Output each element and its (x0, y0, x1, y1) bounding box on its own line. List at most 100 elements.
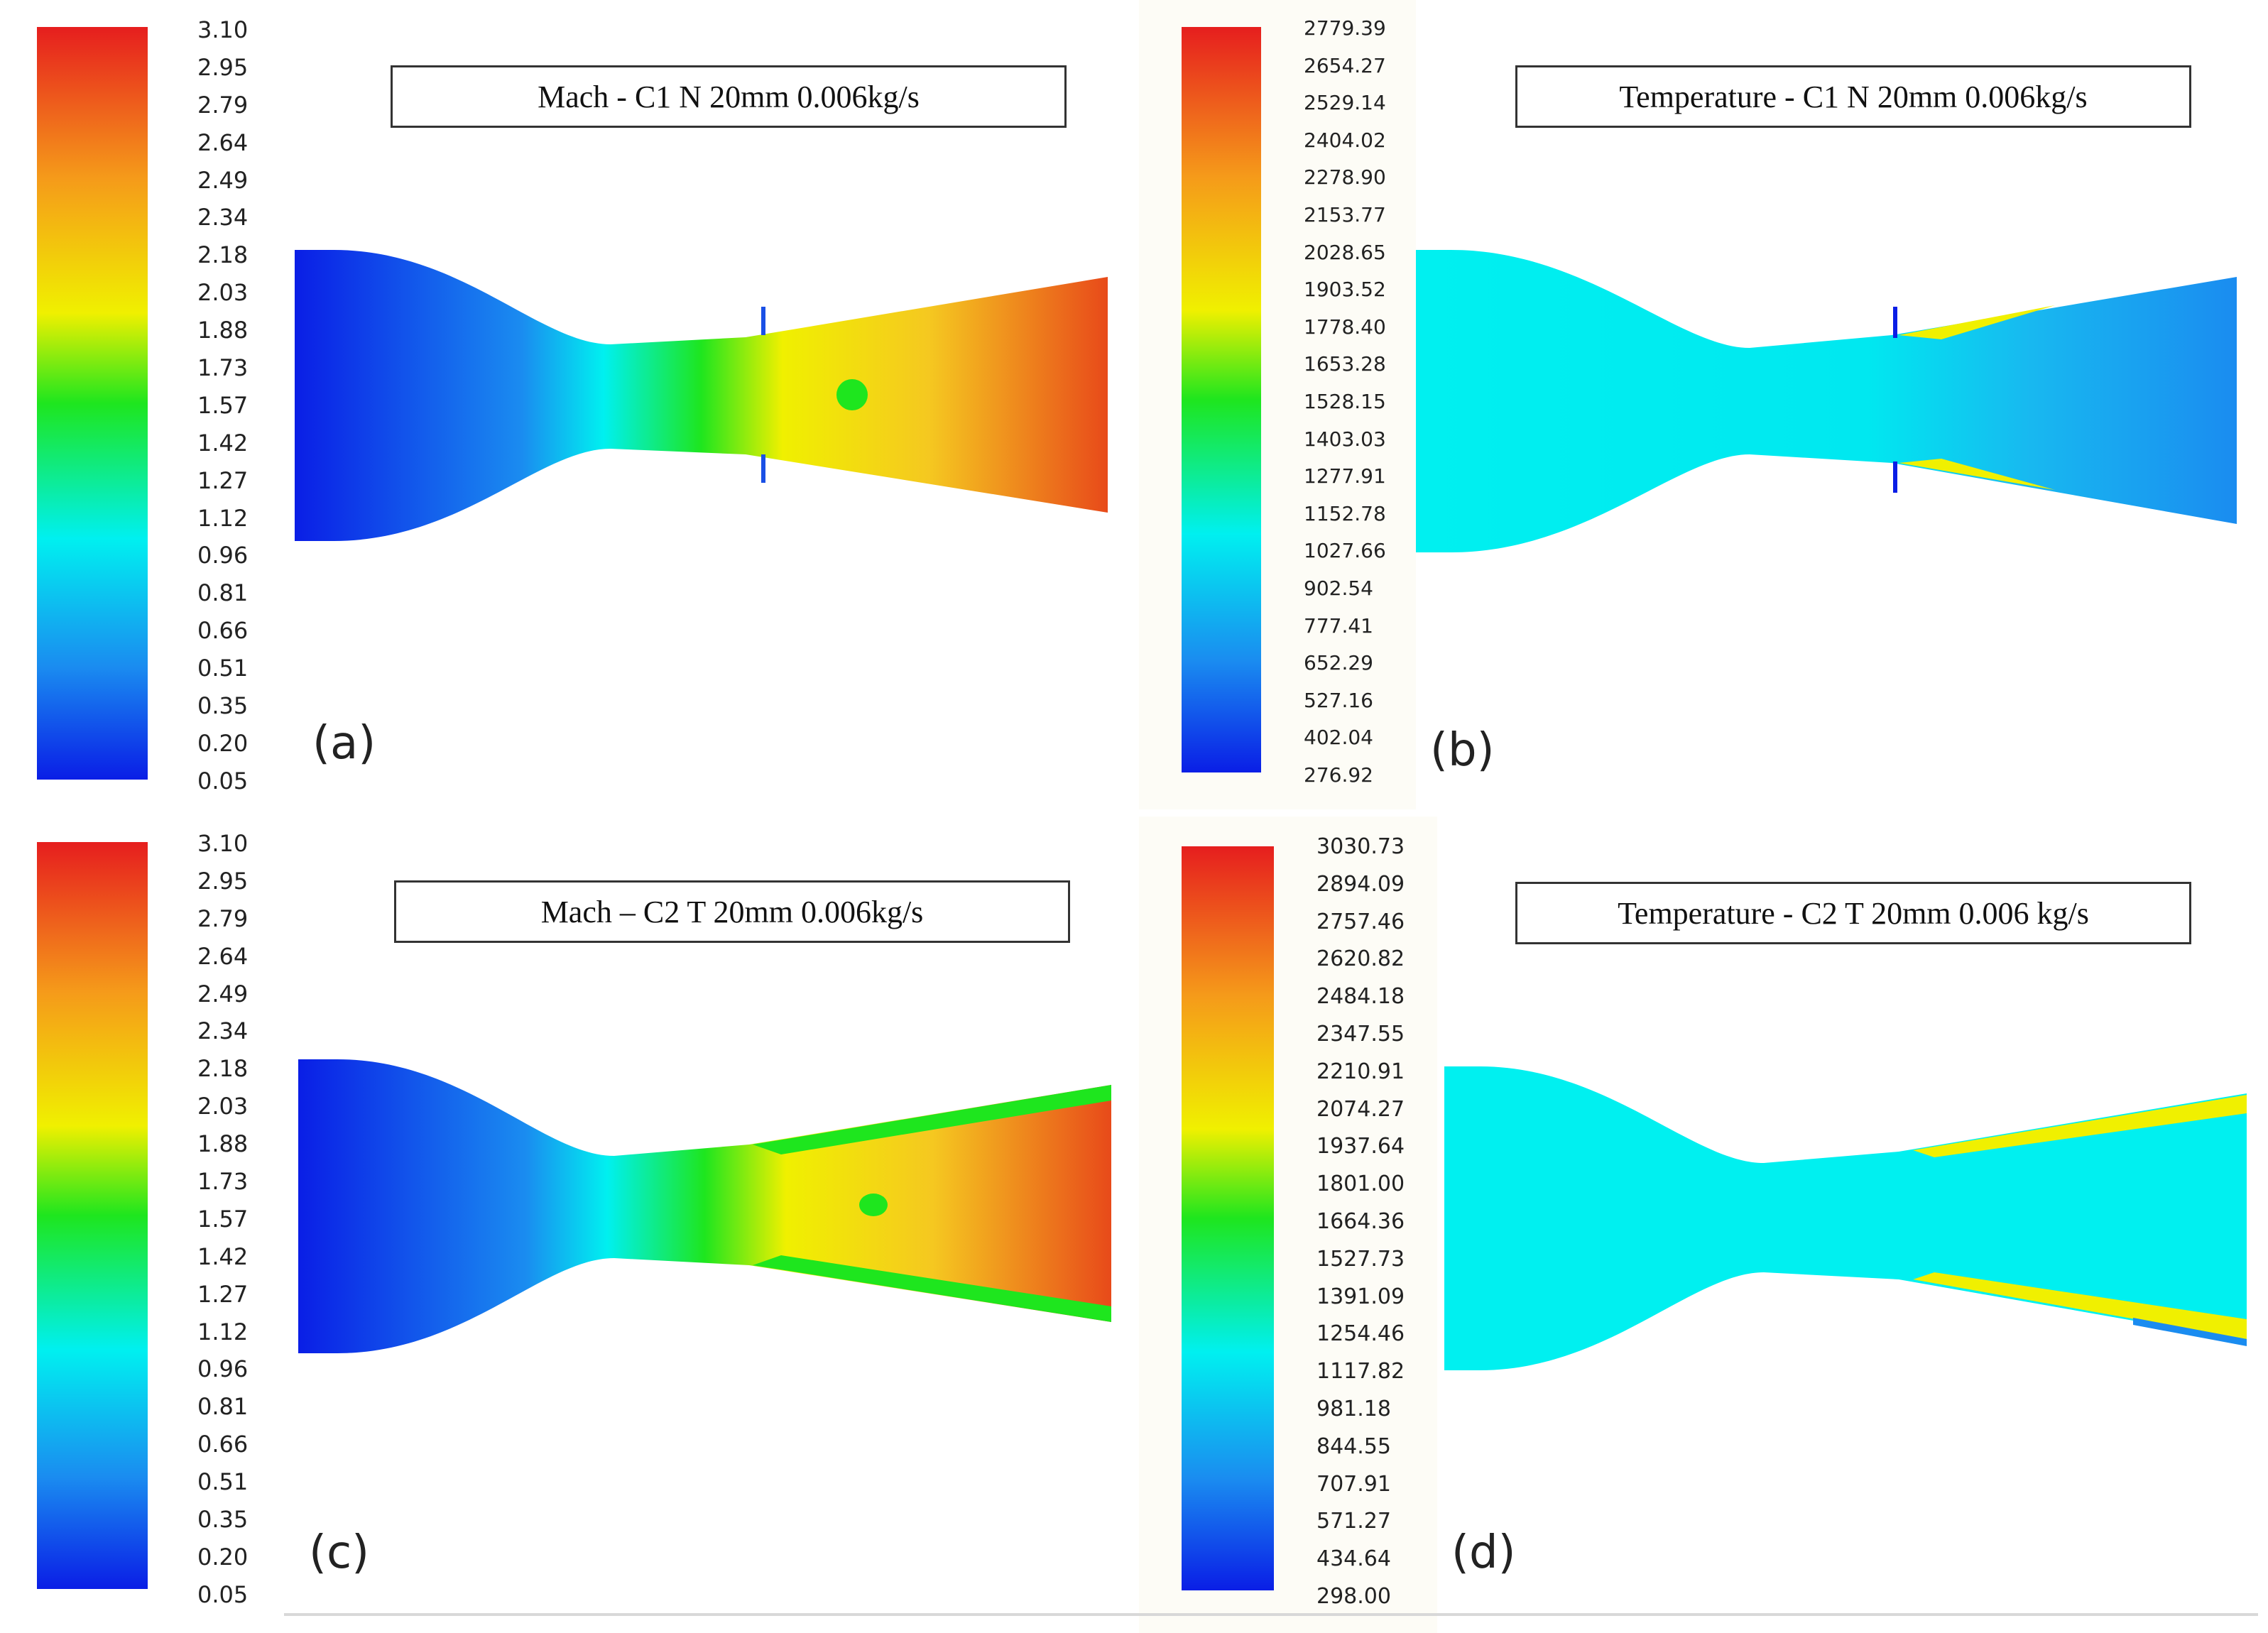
tick: 2.64 (197, 942, 249, 970)
colorbar-ticks: 3.10 2.95 2.79 2.64 2.49 2.34 2.18 2.03 … (197, 18, 248, 792)
tick: 2347.55 (1316, 1021, 1405, 1047)
tick: 1.73 (197, 1168, 249, 1196)
nozzle-shape (298, 1059, 1111, 1353)
tick: 0.35 (197, 1506, 249, 1534)
colorbar (1182, 27, 1261, 772)
panel-title: Mach – C2 T 20mm 0.006kg/s (394, 880, 1070, 943)
tick: 2028.65 (1304, 240, 1386, 264)
panel-title: Temperature - C2 T 20mm 0.006 kg/s (1515, 882, 2191, 944)
tick: 1801.00 (1316, 1172, 1405, 1197)
tick: 571.27 (1316, 1509, 1391, 1534)
tick: 2.18 (197, 241, 249, 269)
tick: 3030.73 (1316, 834, 1405, 859)
tick: 0.66 (197, 617, 249, 645)
injector-top (761, 307, 765, 335)
nozzle-shape (1416, 250, 2237, 552)
tick: 298.00 (1316, 1583, 1391, 1609)
panel-title: Mach - C1 N 20mm 0.006kg/s (391, 65, 1067, 128)
tick: 981.18 (1316, 1396, 1391, 1421)
tick: 2620.82 (1316, 946, 1405, 972)
tick: 2.79 (197, 91, 249, 119)
injector-top (1893, 307, 1897, 338)
colorbar-ticks: 3030.73 2894.09 2757.46 2620.82 2484.18 … (1316, 836, 1405, 1607)
panel-a: 3.10 2.95 2.79 2.64 2.49 2.34 2.18 2.03 … (0, 0, 1136, 809)
hot-layer-top (1913, 1095, 2247, 1157)
panel-d: 3030.73 2894.09 2757.46 2620.82 2484.18 … (1139, 816, 2268, 1633)
hot-layer-bottom (1899, 459, 2055, 490)
tick: 2.34 (197, 1017, 249, 1045)
shock-cell (836, 379, 868, 410)
tick: 0.66 (197, 1431, 249, 1458)
tick: 2.34 (197, 204, 249, 231)
tick: 1653.28 (1304, 352, 1386, 376)
tick: 707.91 (1316, 1471, 1391, 1497)
nozzle-shape (1444, 1066, 2247, 1370)
tick: 0.51 (197, 655, 249, 682)
mach-field-c1 (37, 27, 1108, 780)
tick: 0.05 (197, 1580, 249, 1608)
tick: 2074.27 (1316, 1096, 1405, 1122)
shock-cell (859, 1194, 888, 1216)
injector-bottom (1893, 462, 1897, 493)
tick: 2894.09 (1316, 871, 1405, 897)
tick: 1.42 (197, 429, 249, 457)
colorbar-ticks: 2779.39 2654.27 2529.14 2404.02 2278.90 … (1304, 18, 1386, 785)
tick: 1391.09 (1316, 1284, 1405, 1309)
colorbar (1182, 846, 1274, 1590)
colorbar (37, 842, 148, 1589)
tick: 1027.66 (1304, 539, 1386, 563)
tick: 1.12 (197, 504, 249, 532)
wall-layer-top (753, 1085, 1111, 1154)
tick: 2.03 (197, 279, 249, 307)
tick: 0.96 (197, 542, 249, 569)
tick: 2210.91 (1316, 1059, 1405, 1084)
hot-layer-bottom (1913, 1272, 2247, 1339)
tick: 1254.46 (1316, 1321, 1405, 1347)
temperature-field-c1 (1139, 0, 2237, 809)
tick: 1778.40 (1304, 315, 1386, 339)
tick: 2.79 (197, 905, 249, 932)
tick: 1.42 (197, 1242, 249, 1270)
tick: 1527.73 (1316, 1246, 1405, 1272)
tick: 2.95 (197, 867, 249, 895)
tick: 434.64 (1316, 1546, 1391, 1572)
tick: 2404.02 (1304, 128, 1386, 152)
temperature-field-c2 (1139, 816, 2247, 1633)
mach-field-c2 (37, 842, 1111, 1589)
tick: 0.20 (197, 729, 249, 757)
tick: 1.57 (197, 391, 249, 419)
wall-edge-bottom (2133, 1318, 2247, 1346)
tick: 1.88 (197, 317, 249, 344)
tick: 1664.36 (1316, 1208, 1405, 1234)
nozzle-shape (295, 250, 1108, 541)
tick: 276.92 (1304, 763, 1373, 787)
tick: 2484.18 (1316, 984, 1405, 1010)
tick: 2.95 (197, 53, 249, 81)
panel-c: 3.10 2.95 2.79 2.64 2.49 2.34 2.18 2.03 … (0, 816, 1136, 1633)
bottom-divider (284, 1613, 2258, 1616)
tick: 2.64 (197, 129, 249, 156)
panel-b: 2779.39 2654.27 2529.14 2404.02 2278.90 … (1139, 0, 2268, 809)
tick: 844.55 (1316, 1433, 1391, 1459)
tick: 0.35 (197, 692, 249, 720)
tick: 2529.14 (1304, 91, 1386, 115)
tick: 1.73 (197, 354, 249, 382)
tick: 2.49 (197, 980, 249, 1007)
panel-label: (b) (1430, 724, 1495, 777)
hot-layer-top (1899, 305, 2055, 339)
tick: 0.96 (197, 1355, 249, 1383)
tick: 1277.91 (1304, 464, 1386, 488)
tick: 2654.27 (1304, 53, 1386, 77)
tick: 0.05 (197, 767, 249, 794)
tick: 0.81 (197, 579, 249, 607)
panel-label: (d) (1451, 1526, 1516, 1579)
tick: 2.18 (197, 1055, 249, 1083)
tick: 2779.39 (1304, 16, 1386, 40)
tick: 1152.78 (1304, 501, 1386, 525)
tick: 0.51 (197, 1468, 249, 1496)
tick: 527.16 (1304, 688, 1373, 712)
tick: 652.29 (1304, 651, 1373, 675)
tick: 2.49 (197, 166, 249, 194)
panel-label: (a) (312, 717, 376, 770)
tick: 2153.77 (1304, 202, 1386, 226)
